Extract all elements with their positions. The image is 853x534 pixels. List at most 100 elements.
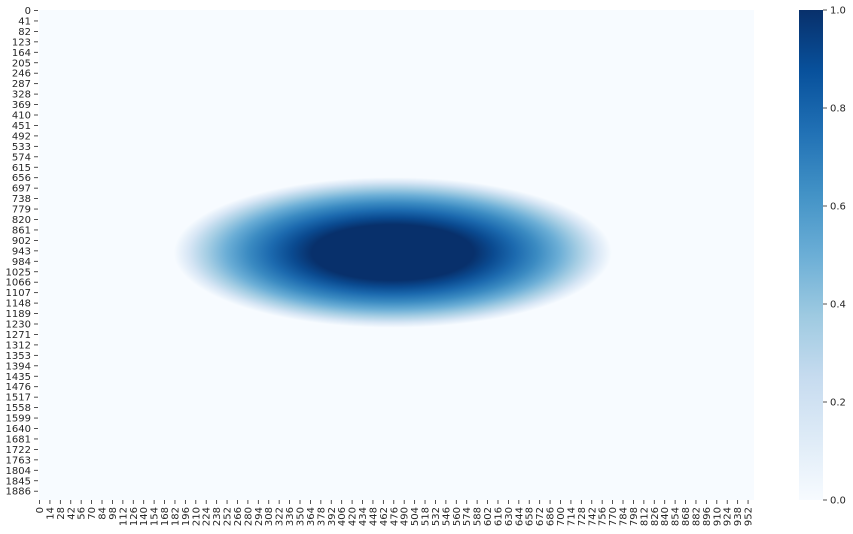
y-tick-label: 246 <box>12 69 31 80</box>
heatmap-blob <box>173 177 612 328</box>
x-tick-label: 476 <box>389 507 400 526</box>
y-tick-label: 328 <box>12 90 31 101</box>
y-tick-label: 984 <box>12 257 31 268</box>
y-tick-label: 1599 <box>6 414 31 425</box>
x-tick-label: 938 <box>733 507 744 526</box>
y-tick-label: 1517 <box>6 393 31 404</box>
x-tick-label: 98 <box>108 507 119 520</box>
x-tick-label: 826 <box>650 507 661 526</box>
colorbar-tick-label: 0.0 <box>830 496 846 507</box>
y-tick-label: 410 <box>12 111 31 122</box>
y-tick-label: 533 <box>12 142 31 153</box>
x-tick-label: 868 <box>681 507 692 526</box>
x-tick-label: 490 <box>400 507 411 526</box>
y-tick-label: 861 <box>12 225 31 236</box>
colorbar-tick-label: 0.6 <box>830 202 846 213</box>
x-tick-label: 28 <box>56 507 67 520</box>
y-tick-label: 943 <box>12 246 31 257</box>
x-tick-label: 560 <box>452 507 463 526</box>
x-tick-label: 392 <box>327 507 338 526</box>
y-tick-label: 205 <box>12 58 31 69</box>
y-tick-label: 738 <box>12 194 31 205</box>
x-tick-label: 462 <box>379 507 390 526</box>
y-axis-ticks: 0418212316420524628732836941045149253357… <box>6 6 38 498</box>
colorbar-tick-label: 0.8 <box>830 104 846 115</box>
x-tick-label: 336 <box>285 507 296 526</box>
y-tick-label: 492 <box>12 131 31 142</box>
y-tick-label: 1476 <box>6 382 31 393</box>
x-tick-label: 252 <box>223 507 234 526</box>
y-tick-label: 697 <box>12 184 31 195</box>
x-tick-label: 686 <box>546 507 557 526</box>
y-tick-label: 1148 <box>6 299 31 310</box>
y-tick-label: 1804 <box>6 466 31 477</box>
y-tick-label: 1681 <box>6 434 31 445</box>
x-tick-label: 378 <box>316 507 327 526</box>
y-tick-label: 1353 <box>6 351 31 362</box>
y-tick-label: 1435 <box>6 372 31 383</box>
x-tick-label: 798 <box>629 507 640 526</box>
x-tick-label: 350 <box>296 507 307 526</box>
y-tick-label: 123 <box>12 37 31 48</box>
x-tick-label: 588 <box>473 507 484 526</box>
y-tick-label: 1722 <box>6 445 31 456</box>
x-tick-label: 434 <box>358 507 369 526</box>
y-tick-label: 1845 <box>6 476 31 487</box>
y-tick-label: 1189 <box>6 309 31 320</box>
y-tick-label: 1271 <box>6 330 31 341</box>
y-tick-label: 0 <box>25 6 31 17</box>
x-tick-label: 546 <box>441 507 452 526</box>
x-tick-label: 602 <box>483 507 494 526</box>
x-tick-label: 14 <box>45 507 56 520</box>
y-tick-label: 1230 <box>6 320 31 331</box>
x-tick-label: 70 <box>87 507 98 520</box>
x-tick-label: 532 <box>431 507 442 526</box>
x-tick-label: 812 <box>639 507 650 526</box>
x-tick-label: 504 <box>410 507 421 526</box>
x-tick-label: 910 <box>712 507 723 526</box>
colorbar-ticks: 0.0 0.2 0.4 0.6 0.8 1.0 <box>823 6 846 507</box>
x-tick-label: 770 <box>608 507 619 526</box>
x-tick-label: 616 <box>493 507 504 526</box>
y-tick-label: 1886 <box>6 487 31 498</box>
y-tick-label: 451 <box>12 121 31 132</box>
y-tick-label: 1312 <box>6 340 31 351</box>
x-tick-label: 126 <box>129 507 140 526</box>
x-tick-label: 728 <box>577 507 588 526</box>
colorbar <box>799 10 823 500</box>
x-tick-label: 882 <box>691 507 702 526</box>
y-tick-label: 574 <box>12 152 31 163</box>
y-tick-label: 656 <box>12 173 31 184</box>
x-tick-label: 280 <box>243 507 254 526</box>
x-tick-label: 238 <box>212 507 223 526</box>
x-tick-label: 714 <box>566 507 577 526</box>
x-tick-label: 364 <box>306 507 317 526</box>
y-tick-label: 287 <box>12 79 31 90</box>
x-tick-label: 168 <box>160 507 171 526</box>
y-tick-label: 41 <box>18 16 31 27</box>
x-tick-label: 840 <box>660 507 671 526</box>
y-tick-label: 369 <box>12 100 31 111</box>
x-tick-label: 210 <box>191 507 202 526</box>
x-tick-label: 658 <box>525 507 536 526</box>
y-tick-label: 1025 <box>6 267 31 278</box>
y-tick-label: 902 <box>12 236 31 247</box>
y-tick-label: 779 <box>12 205 31 216</box>
x-tick-label: 154 <box>150 507 161 526</box>
y-tick-label: 1394 <box>6 361 31 372</box>
x-tick-label: 644 <box>514 507 525 526</box>
x-tick-label: 406 <box>337 507 348 526</box>
x-tick-label: 742 <box>587 507 598 526</box>
y-tick-label: 164 <box>12 48 31 59</box>
x-tick-label: 266 <box>233 507 244 526</box>
x-tick-label: 518 <box>421 507 432 526</box>
x-tick-label: 854 <box>671 507 682 526</box>
x-tick-label: 0 <box>35 507 46 513</box>
y-tick-label: 1640 <box>6 424 31 435</box>
y-tick-label: 615 <box>12 163 31 174</box>
colorbar-tick-label: 0.4 <box>830 300 846 311</box>
x-tick-label: 700 <box>556 507 567 526</box>
x-tick-label: 224 <box>202 507 213 526</box>
x-tick-label: 294 <box>254 507 265 526</box>
